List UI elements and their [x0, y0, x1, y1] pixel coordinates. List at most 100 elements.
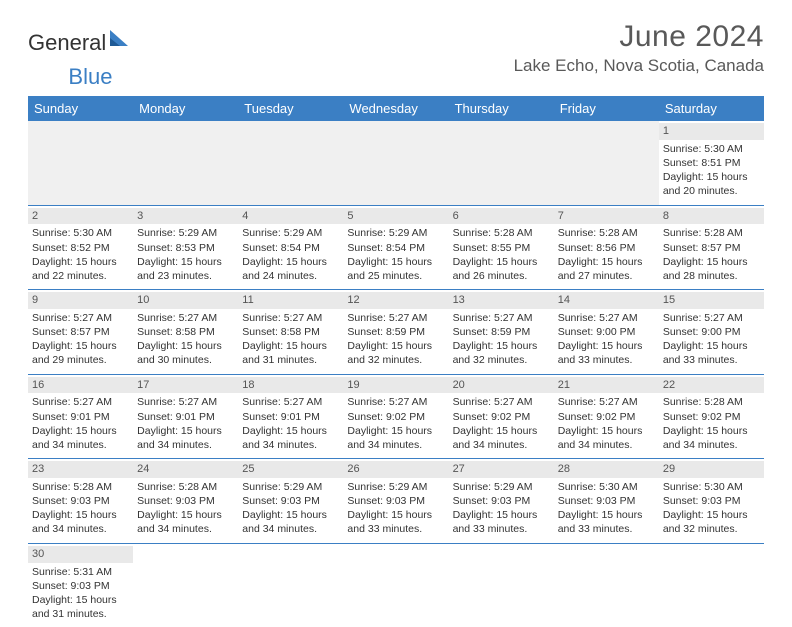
weekday-header: Friday — [554, 96, 659, 121]
calendar-cell: 21Sunrise: 5:27 AMSunset: 9:02 PMDayligh… — [554, 374, 659, 459]
daylight-text: and 34 minutes. — [137, 438, 234, 452]
sunset-text: Sunset: 9:03 PM — [453, 494, 550, 508]
sunrise-text: Sunrise: 5:28 AM — [32, 480, 129, 494]
daylight-text: Daylight: 15 hours — [558, 424, 655, 438]
sunrise-text: Sunrise: 5:27 AM — [347, 395, 444, 409]
calendar-row: 9Sunrise: 5:27 AMSunset: 8:57 PMDaylight… — [28, 290, 764, 375]
weekday-header: Saturday — [659, 96, 764, 121]
daylight-text: Daylight: 15 hours — [453, 424, 550, 438]
calendar-cell: 3Sunrise: 5:29 AMSunset: 8:53 PMDaylight… — [133, 205, 238, 290]
daylight-text: and 32 minutes. — [453, 353, 550, 367]
daylight-text: and 34 minutes. — [453, 438, 550, 452]
daylight-text: Daylight: 15 hours — [453, 255, 550, 269]
daylight-text: and 24 minutes. — [242, 269, 339, 283]
daylight-text: and 27 minutes. — [558, 269, 655, 283]
sunrise-text: Sunrise: 5:27 AM — [663, 311, 760, 325]
day-number: 12 — [343, 292, 448, 309]
calendar-row: 23Sunrise: 5:28 AMSunset: 9:03 PMDayligh… — [28, 459, 764, 544]
calendar-cell: 29Sunrise: 5:30 AMSunset: 9:03 PMDayligh… — [659, 459, 764, 544]
sunset-text: Sunset: 9:00 PM — [663, 325, 760, 339]
sunrise-text: Sunrise: 5:28 AM — [453, 226, 550, 240]
sunset-text: Sunset: 8:53 PM — [137, 241, 234, 255]
sunrise-text: Sunrise: 5:27 AM — [242, 311, 339, 325]
weekday-header: Monday — [133, 96, 238, 121]
calendar-cell: 24Sunrise: 5:28 AMSunset: 9:03 PMDayligh… — [133, 459, 238, 544]
calendar-cell: 10Sunrise: 5:27 AMSunset: 8:58 PMDayligh… — [133, 290, 238, 375]
day-number: 18 — [238, 377, 343, 394]
day-number: 10 — [133, 292, 238, 309]
daylight-text: Daylight: 15 hours — [32, 593, 129, 607]
daylight-text: and 26 minutes. — [453, 269, 550, 283]
brand-name-1: General — [28, 30, 106, 56]
sunrise-text: Sunrise: 5:29 AM — [347, 226, 444, 240]
calendar-cell: 30Sunrise: 5:31 AMSunset: 9:03 PMDayligh… — [28, 543, 133, 627]
day-number: 27 — [449, 461, 554, 478]
calendar-cell — [554, 543, 659, 627]
sunrise-text: Sunrise: 5:27 AM — [558, 395, 655, 409]
sunrise-text: Sunrise: 5:28 AM — [137, 480, 234, 494]
sunrise-text: Sunrise: 5:27 AM — [137, 311, 234, 325]
calendar-cell: 15Sunrise: 5:27 AMSunset: 9:00 PMDayligh… — [659, 290, 764, 375]
calendar-cell — [133, 121, 238, 205]
sunset-text: Sunset: 9:01 PM — [242, 410, 339, 424]
day-number: 14 — [554, 292, 659, 309]
sunrise-text: Sunrise: 5:30 AM — [663, 142, 760, 156]
sunset-text: Sunset: 9:03 PM — [32, 579, 129, 593]
calendar-cell — [133, 543, 238, 627]
calendar-cell — [554, 121, 659, 205]
daylight-text: and 33 minutes. — [663, 353, 760, 367]
calendar-cell: 20Sunrise: 5:27 AMSunset: 9:02 PMDayligh… — [449, 374, 554, 459]
calendar-cell: 2Sunrise: 5:30 AMSunset: 8:52 PMDaylight… — [28, 205, 133, 290]
daylight-text: and 34 minutes. — [242, 522, 339, 536]
sunset-text: Sunset: 8:51 PM — [663, 156, 760, 170]
sunset-text: Sunset: 8:54 PM — [347, 241, 444, 255]
sunset-text: Sunset: 8:59 PM — [453, 325, 550, 339]
daylight-text: Daylight: 15 hours — [137, 339, 234, 353]
sunset-text: Sunset: 9:02 PM — [347, 410, 444, 424]
sunrise-text: Sunrise: 5:27 AM — [347, 311, 444, 325]
sunset-text: Sunset: 8:52 PM — [32, 241, 129, 255]
sunset-text: Sunset: 9:02 PM — [663, 410, 760, 424]
daylight-text: Daylight: 15 hours — [137, 424, 234, 438]
sunrise-text: Sunrise: 5:31 AM — [32, 565, 129, 579]
calendar-cell: 23Sunrise: 5:28 AMSunset: 9:03 PMDayligh… — [28, 459, 133, 544]
daylight-text: and 34 minutes. — [347, 438, 444, 452]
calendar-cell: 25Sunrise: 5:29 AMSunset: 9:03 PMDayligh… — [238, 459, 343, 544]
day-number: 5 — [343, 208, 448, 225]
day-number: 25 — [238, 461, 343, 478]
sunrise-text: Sunrise: 5:27 AM — [558, 311, 655, 325]
day-number: 11 — [238, 292, 343, 309]
sunrise-text: Sunrise: 5:27 AM — [137, 395, 234, 409]
sunset-text: Sunset: 8:56 PM — [558, 241, 655, 255]
sunset-text: Sunset: 9:03 PM — [558, 494, 655, 508]
day-number: 21 — [554, 377, 659, 394]
sunset-text: Sunset: 8:54 PM — [242, 241, 339, 255]
daylight-text: Daylight: 15 hours — [558, 508, 655, 522]
sunset-text: Sunset: 8:55 PM — [453, 241, 550, 255]
sunset-text: Sunset: 9:02 PM — [453, 410, 550, 424]
daylight-text: Daylight: 15 hours — [347, 424, 444, 438]
day-number: 7 — [554, 208, 659, 225]
calendar-cell: 6Sunrise: 5:28 AMSunset: 8:55 PMDaylight… — [449, 205, 554, 290]
calendar-cell — [238, 543, 343, 627]
weekday-header: Sunday — [28, 96, 133, 121]
daylight-text: Daylight: 15 hours — [663, 255, 760, 269]
day-number: 13 — [449, 292, 554, 309]
sunrise-text: Sunrise: 5:29 AM — [242, 480, 339, 494]
daylight-text: and 20 minutes. — [663, 184, 760, 198]
daylight-text: Daylight: 15 hours — [242, 339, 339, 353]
sunrise-text: Sunrise: 5:27 AM — [32, 395, 129, 409]
daylight-text: and 31 minutes. — [242, 353, 339, 367]
calendar-cell: 18Sunrise: 5:27 AMSunset: 9:01 PMDayligh… — [238, 374, 343, 459]
weekday-header: Thursday — [449, 96, 554, 121]
daylight-text: Daylight: 15 hours — [347, 339, 444, 353]
daylight-text: and 33 minutes. — [347, 522, 444, 536]
daylight-text: and 22 minutes. — [32, 269, 129, 283]
sunset-text: Sunset: 9:01 PM — [137, 410, 234, 424]
calendar-row: 2Sunrise: 5:30 AMSunset: 8:52 PMDaylight… — [28, 205, 764, 290]
day-number: 3 — [133, 208, 238, 225]
calendar-cell: 12Sunrise: 5:27 AMSunset: 8:59 PMDayligh… — [343, 290, 448, 375]
sunset-text: Sunset: 9:00 PM — [558, 325, 655, 339]
daylight-text: Daylight: 15 hours — [663, 170, 760, 184]
day-number: 8 — [659, 208, 764, 225]
